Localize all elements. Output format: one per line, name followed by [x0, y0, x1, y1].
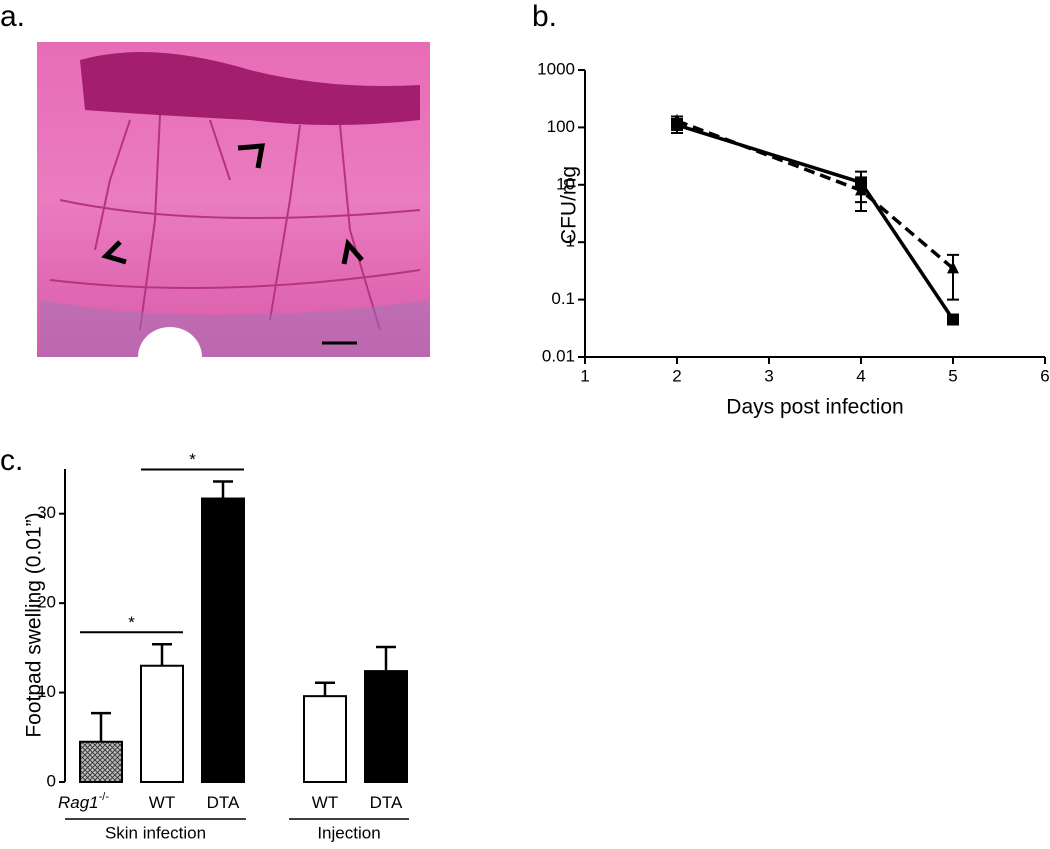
category-name: DTA — [207, 793, 240, 812]
bar — [140, 664, 184, 783]
x-tick-label: Rag1-/- — [58, 791, 109, 813]
category-name: WT — [312, 793, 338, 812]
micrograph — [37, 42, 430, 387]
marker — [947, 313, 959, 326]
marker — [947, 261, 959, 274]
error-bar — [376, 645, 396, 672]
category-name: WT — [149, 793, 175, 812]
error-bar — [213, 480, 233, 499]
panel-label: a. — [0, 0, 25, 33]
category-name: Rag1 — [58, 793, 99, 812]
significance-label: * — [189, 450, 196, 469]
category-superscript: -/- — [99, 791, 110, 803]
y-tick-label: 20 — [37, 593, 56, 612]
marker — [855, 183, 867, 196]
y-tick-label: 0.01 — [542, 346, 575, 365]
x-tick-label: 3 — [764, 366, 773, 385]
group-label: Skin infection — [105, 823, 206, 842]
y-axis-title: Footpad swelling (0.01”) — [23, 512, 46, 737]
y-tick-label: 1 — [566, 232, 575, 251]
x-tick-label: 5 — [948, 366, 957, 385]
y-axis-title: CFU/mg — [558, 166, 581, 244]
bar — [79, 740, 123, 783]
significance-label: * — [128, 613, 135, 632]
x-tick-label: 6 — [1040, 366, 1049, 385]
x-tick-label: 2 — [672, 366, 681, 385]
y-tick-label: 1000 — [537, 59, 575, 78]
y-tick-label: 0 — [47, 771, 56, 790]
bar — [364, 670, 408, 784]
marker — [671, 113, 683, 126]
x-tick-label: DTA — [370, 793, 403, 812]
y-tick-label: 30 — [37, 503, 56, 522]
panel-label: b. — [532, 0, 557, 33]
panel-label: c. — [0, 444, 23, 477]
bar — [303, 695, 347, 783]
bar — [201, 497, 245, 783]
x-tick-label: DTA — [207, 793, 240, 812]
group-label: Injection — [317, 823, 380, 842]
series-line — [676, 123, 955, 321]
x-tick-label: 1 — [580, 366, 589, 385]
series-line — [676, 119, 955, 270]
error-bar — [152, 643, 172, 666]
x-tick-label: 4 — [856, 366, 865, 385]
x-tick-label: WT — [149, 793, 175, 812]
x-tick-label: WT — [312, 793, 338, 812]
x-axis-title: Days post infection — [726, 396, 903, 419]
y-tick-label: 10 — [37, 682, 56, 701]
y-tick-label: 0.1 — [551, 289, 575, 308]
category-name: DTA — [370, 793, 403, 812]
y-tick-label: 100 — [547, 117, 575, 136]
error-bar — [315, 681, 335, 697]
error-bar — [91, 711, 111, 742]
y-tick-label: 10 — [556, 174, 575, 193]
